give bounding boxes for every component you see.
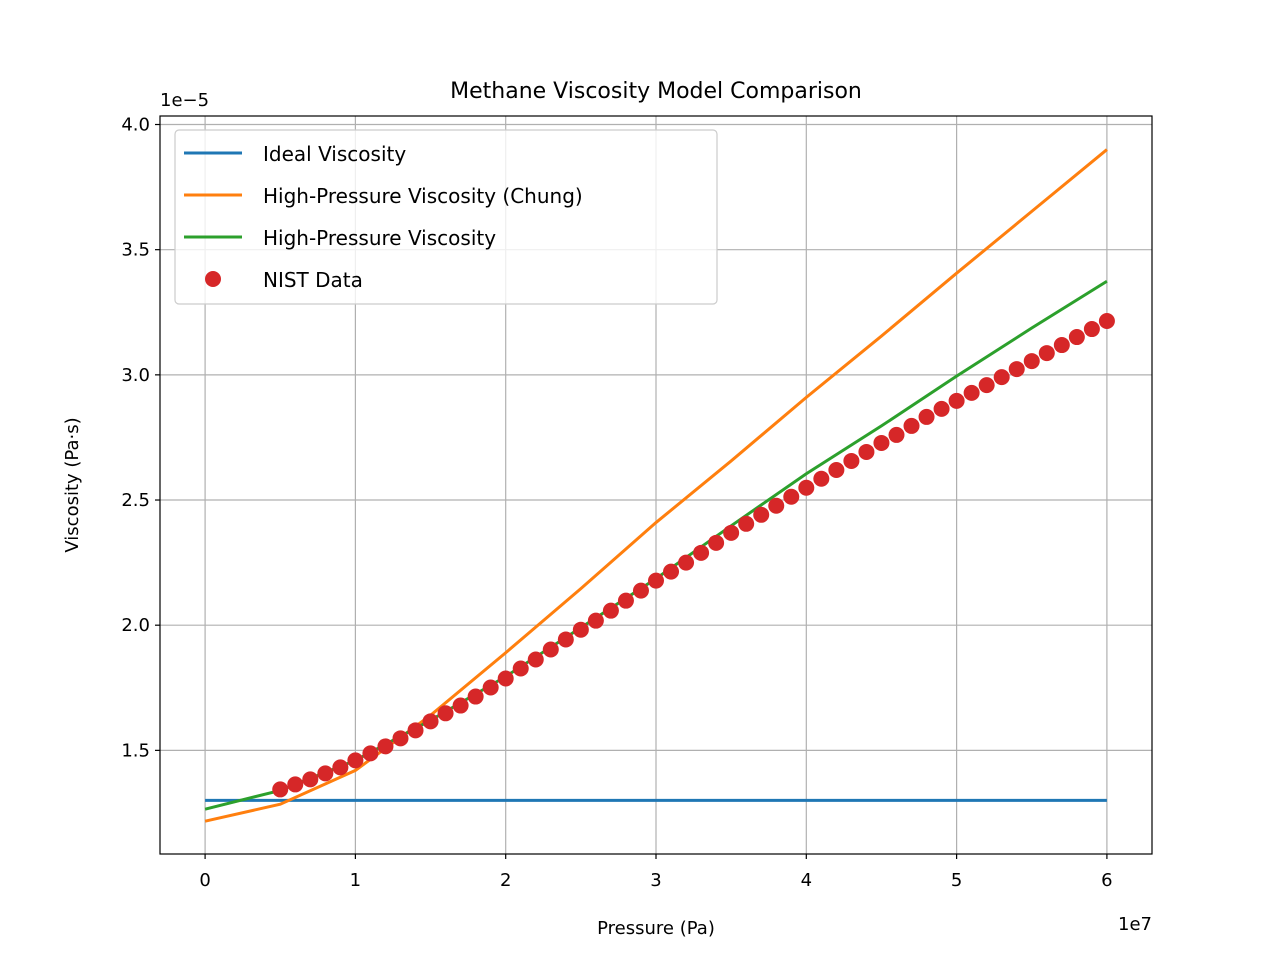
- legend: Ideal Viscosity High-Pressure Viscosity (…: [174, 129, 718, 305]
- nist-data-point: [392, 730, 409, 747]
- nist-data-point: [302, 771, 319, 788]
- legend-swatch-3: [205, 271, 221, 287]
- nist-data-point: [648, 572, 664, 589]
- nist-data-point: [933, 400, 950, 417]
- nist-data-point: [888, 426, 905, 443]
- nist-data-point: [1098, 313, 1115, 330]
- y-tick-label: 2.0: [121, 615, 150, 636]
- nist-data-point: [512, 660, 529, 677]
- y-axis-label: Viscosity (Pa·s): [62, 417, 83, 552]
- x-tick-label: 1: [350, 870, 361, 891]
- nist-data-point: [1038, 345, 1055, 362]
- nist-data-point: [572, 621, 589, 638]
- nist-data-point: [813, 470, 830, 487]
- nist-data-point: [1023, 353, 1040, 370]
- nist-data-point: [993, 369, 1010, 386]
- nist-data-point: [768, 497, 785, 514]
- nist-data-point: [497, 670, 514, 687]
- nist-data-point: [1053, 337, 1070, 354]
- nist-data-point: [377, 738, 394, 755]
- nist-data-point: [903, 417, 920, 434]
- nist-data-point: [287, 776, 304, 793]
- nist-data-point: [723, 524, 740, 541]
- x-tick-label: 5: [951, 870, 962, 891]
- nist-data-point: [1008, 361, 1025, 378]
- nist-data-point: [663, 563, 680, 580]
- nist-data-point: [678, 554, 695, 571]
- legend-label-0: Ideal Viscosity: [263, 142, 406, 166]
- x-tick-label: 4: [801, 870, 812, 891]
- y-offset-label: 1e−5: [160, 90, 209, 111]
- nist-data-point: [332, 759, 349, 776]
- nist-data-point: [1068, 329, 1085, 346]
- nist-data-point: [1083, 321, 1100, 338]
- nist-data-point: [738, 515, 755, 532]
- nist-data-point: [617, 592, 634, 609]
- nist-data-point: [557, 631, 574, 648]
- y-tick-label: 2.5: [121, 490, 150, 511]
- nist-data-point: [482, 679, 499, 696]
- x-tick-label: 2: [500, 870, 511, 891]
- x-tick-label: 3: [650, 870, 661, 891]
- nist-data-point: [602, 602, 619, 619]
- series-line-1: [204, 148, 1108, 823]
- y-tick-label: 3.5: [121, 240, 150, 261]
- nist-data-point: [527, 651, 544, 668]
- nist-data-point: [963, 384, 980, 401]
- nist-data-point: [828, 461, 845, 478]
- nist-data-point: [437, 705, 454, 722]
- nist-data-point: [798, 479, 815, 496]
- legend-box: [174, 129, 718, 305]
- nist-data-point: [452, 697, 469, 714]
- nist-data-point: [783, 488, 800, 505]
- plot-area: [204, 148, 1115, 823]
- nist-data-point: [317, 765, 334, 782]
- legend-label-2: High-Pressure Viscosity: [263, 226, 496, 250]
- nist-data-point: [873, 434, 890, 451]
- nist-data-point: [918, 408, 935, 425]
- nist-data-point: [422, 713, 439, 730]
- nist-data-point: [272, 781, 289, 798]
- nist-data-point: [407, 722, 424, 739]
- nist-data-point: [753, 506, 770, 523]
- legend-label-3: NIST Data: [263, 268, 363, 292]
- nist-data-point: [708, 534, 725, 551]
- x-offset-label: 1e7: [1118, 914, 1152, 935]
- nist-data-point: [632, 582, 649, 599]
- chart-title: Methane Viscosity Model Comparison: [450, 79, 862, 104]
- nist-data-point: [467, 688, 484, 705]
- nist-data-point: [542, 641, 559, 658]
- nist-data-point: [843, 452, 860, 469]
- nist-data-point: [693, 544, 710, 561]
- y-tick-label: 3.0: [121, 365, 150, 386]
- nist-data-point: [978, 377, 995, 394]
- nist-data-point: [948, 392, 965, 409]
- nist-data-point: [858, 443, 875, 460]
- legend-label-1: High-Pressure Viscosity (Chung): [263, 184, 583, 208]
- y-tick-label: 4.0: [121, 115, 150, 136]
- nist-data-point: [362, 745, 379, 762]
- y-tick-label: 1.5: [121, 740, 150, 761]
- nist-data-point: [587, 612, 604, 629]
- x-tick-label: 0: [199, 870, 210, 891]
- x-tick-label: 6: [1101, 870, 1112, 891]
- x-axis-label: Pressure (Pa): [597, 918, 715, 939]
- nist-data-point: [347, 752, 364, 769]
- ticks: 0 1 2 3 4 5 6 1.5 2.0 2.5 3.0 3.5 4.0: [121, 115, 1112, 891]
